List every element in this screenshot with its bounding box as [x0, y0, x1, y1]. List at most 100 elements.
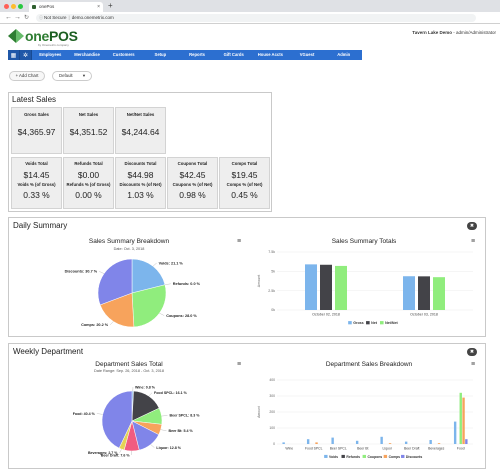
bar-comps-liquor[interactable]: [388, 443, 392, 444]
view-select-value: Default: [59, 73, 73, 78]
menu-house-accts[interactable]: House Accts: [257, 52, 283, 57]
legend-comps[interactable]: Comps: [389, 455, 401, 459]
legend-voids[interactable]: Voids: [329, 455, 338, 459]
chart-menu-icon[interactable]: ≡: [471, 238, 476, 245]
x-tick-label: Liquor: [383, 446, 393, 450]
pie-connector: [161, 415, 168, 417]
legend-net[interactable]: Net: [371, 321, 378, 325]
bar-comps-food-spcl[interactable]: [315, 442, 318, 444]
pie-slice-food[interactable]: [101, 390, 133, 449]
address-bar: ← → ↻ ⓘ Not Secure | demo.onemetrix.com: [0, 12, 500, 24]
pie-connector: [159, 313, 165, 316]
menu-setup[interactable]: Setup: [154, 52, 167, 57]
close-icon[interactable]: ✖: [467, 348, 477, 356]
voids-pct-label: Voids % (of Gross): [17, 182, 56, 187]
pie-slice-comps[interactable]: [99, 292, 135, 328]
voids-total-label: Voids Total: [25, 161, 48, 166]
legend-gross[interactable]: Gross: [353, 321, 363, 325]
menu-gift-cards[interactable]: Gift Cards: [223, 52, 244, 57]
pie-slice-coupons[interactable]: [131, 284, 167, 328]
not-secure-icon: ⓘ: [39, 15, 43, 20]
bar-coupons-food[interactable]: [459, 392, 462, 444]
pie-label-beer-spcl: Beer SPCL: 8.3 %: [170, 414, 201, 418]
reload-icon[interactable]: ↻: [24, 15, 30, 21]
pie-label-liquor: Liquor: 12.8 %: [156, 446, 181, 450]
add-chart-button[interactable]: + Add Chart: [9, 71, 45, 81]
x-tick-label: Food SPCL: [305, 446, 323, 450]
pie-slice-voids[interactable]: [131, 258, 166, 294]
bar-voids-beer-spcl[interactable]: [331, 437, 334, 444]
x-tick-label: October 03, 2018: [410, 313, 438, 317]
settings-gear-icon[interactable]: ✲: [20, 50, 32, 60]
coupons-pct-label: Coupons % (of Net): [172, 182, 213, 187]
discounts-total-value: $44.98: [127, 170, 154, 180]
menu-reports[interactable]: Reports: [189, 52, 205, 57]
bar-voids-beer-draft[interactable]: [404, 441, 408, 444]
coupons-total-label: Coupons Total: [177, 161, 208, 166]
bar-net-net-october-02-2018[interactable]: [335, 265, 347, 310]
x-tick-label: October 02, 2018: [312, 313, 340, 317]
menu-employees[interactable]: Employees: [39, 52, 62, 57]
chart-menu-icon[interactable]: ≡: [237, 361, 242, 368]
discounts-pct-value: 1.03 %: [127, 190, 154, 200]
menu-customers[interactable]: Customers: [112, 52, 135, 57]
new-tab-button[interactable]: +: [108, 1, 113, 10]
comps-total-value: $19.45: [231, 170, 258, 180]
url-input[interactable]: ⓘ Not Secure | demo.onemetrix.com: [36, 14, 476, 22]
bar-voids-food-spcl[interactable]: [306, 439, 310, 444]
menu-admin[interactable]: Admin: [337, 52, 351, 57]
minimize-window-button[interactable]: [11, 4, 16, 9]
tab-close-icon[interactable]: ×: [97, 4, 100, 10]
net-net-sales-card: Net/Net Sales $4,244.64: [115, 107, 166, 154]
chart-menu-icon[interactable]: ≡: [237, 238, 242, 245]
refunds-card: Refunds Total $0.00 Refunds % (of Gross)…: [63, 157, 114, 209]
chart-menu-icon[interactable]: ≡: [471, 361, 476, 368]
pie-connector: [152, 262, 157, 267]
pie-label-discounts: Discounts: 30.7 %: [65, 270, 98, 274]
back-icon[interactable]: ←: [5, 14, 12, 21]
legend-swatch: [366, 321, 370, 325]
bar-voids-liquor[interactable]: [380, 436, 383, 444]
sales-breakdown-title: Sales Summary Breakdown: [88, 238, 170, 245]
browser-tab[interactable]: onePos ×: [29, 2, 103, 12]
maximize-window-button[interactable]: [18, 4, 23, 9]
bar-voids-beer-bt[interactable]: [355, 440, 359, 444]
pie-label-wine: Wine: 0.8 %: [135, 385, 156, 389]
bar-net-october-02-2018[interactable]: [320, 264, 332, 310]
weekly-department-panel: Weekly Department ✖ Department Sales Tot…: [8, 343, 486, 469]
pie-label-comps: Comps: 20.2 %: [81, 323, 109, 327]
dashboard-view-select[interactable]: Default ▼: [52, 71, 92, 81]
bar-comps-food[interactable]: [462, 397, 465, 444]
legend-discounts[interactable]: Discounts: [406, 455, 423, 459]
gross-sales-label: Gross Sales: [24, 112, 49, 117]
menu-merchandise[interactable]: Merchandise: [74, 52, 100, 57]
bar-comps-beverages[interactable]: [437, 443, 441, 444]
bar-voids-beverages[interactable]: [429, 440, 432, 444]
caret-down-icon: ▼: [82, 73, 86, 78]
forward-icon[interactable]: →: [14, 14, 21, 21]
y-tick-label: 0k: [271, 308, 275, 312]
latest-sales-title: Latest Sales: [12, 95, 57, 104]
menu-vguest[interactable]: VGuest: [299, 52, 315, 57]
bar-gross-october-03-2018[interactable]: [403, 276, 415, 310]
legend-net-net[interactable]: Net/Net: [385, 321, 398, 325]
close-icon[interactable]: ✖: [467, 222, 477, 230]
onepos-logo[interactable]: onePOS by Onemetrix company: [8, 28, 78, 47]
coupons-total-value: $42.45: [179, 170, 206, 180]
x-tick-label: Beer SPCL: [330, 446, 347, 450]
home-icon[interactable]: ▦: [8, 50, 20, 60]
bar-voids-wine[interactable]: [282, 442, 285, 444]
y-tick-label: 200: [269, 410, 275, 414]
bar-net-net-october-03-2018[interactable]: [433, 277, 445, 310]
close-window-button[interactable]: [4, 4, 9, 9]
user-name[interactable]: admin/Administrator: [455, 30, 496, 35]
bar-gross-october-02-2018[interactable]: [305, 264, 317, 310]
url-text: demo.onemetrix.com: [71, 15, 114, 20]
legend-coupons[interactable]: Coupons: [367, 455, 382, 459]
legend-refunds[interactable]: Refunds: [346, 455, 360, 459]
bar-discounts-food[interactable]: [465, 439, 468, 444]
bar-net-october-03-2018[interactable]: [418, 276, 430, 310]
y-axis-label: Amount: [257, 406, 261, 418]
bar-voids-food[interactable]: [453, 421, 457, 444]
pie-connector: [160, 429, 167, 431]
